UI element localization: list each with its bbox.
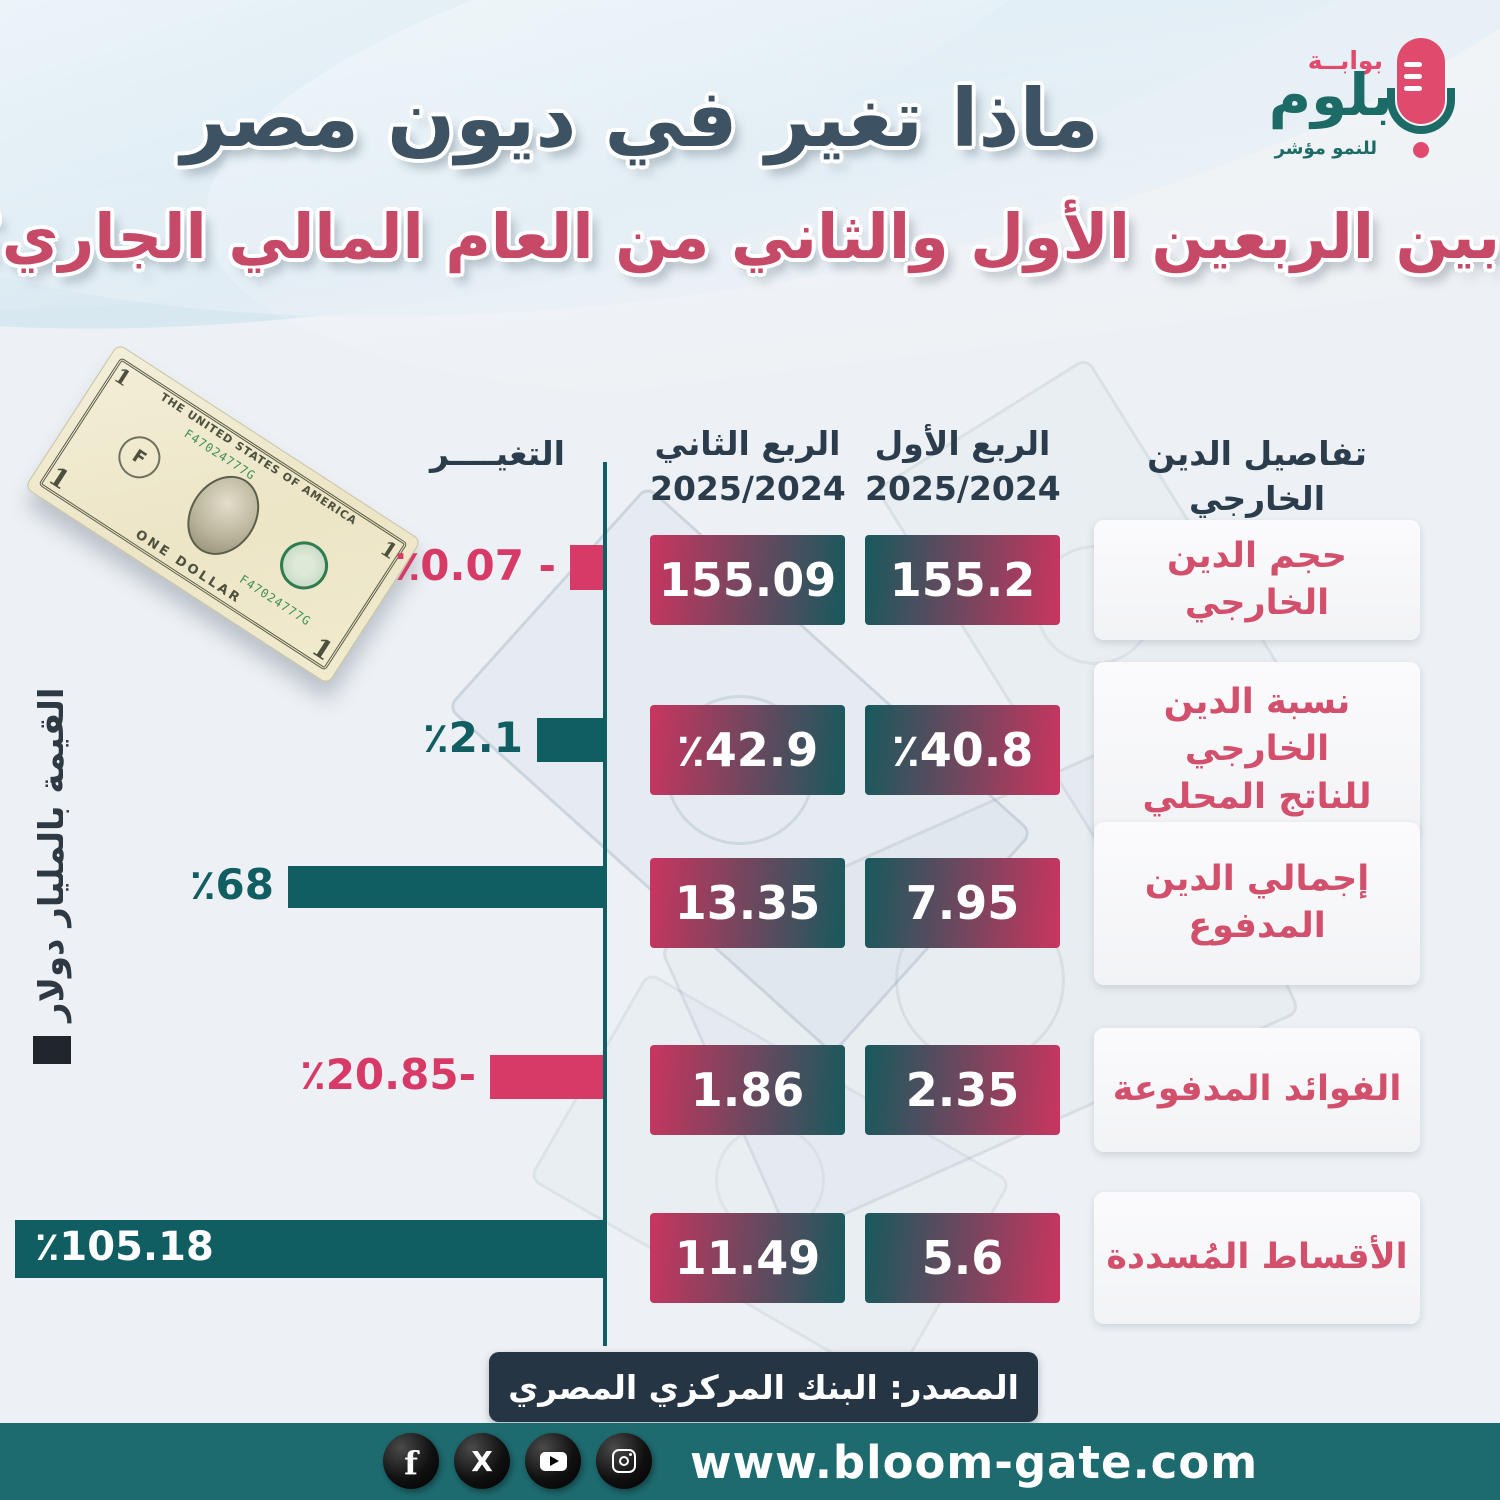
row-label: حجم الدين الخارجي xyxy=(1094,520,1420,640)
youtube-icon[interactable] xyxy=(525,1433,581,1489)
q1-header-name: الربع الأول xyxy=(874,424,1051,463)
q2-header-name: الربع الثاني xyxy=(654,424,841,463)
row-label: إجمالي الدين المدفوع xyxy=(1094,821,1420,985)
change-bar xyxy=(15,1220,603,1278)
q2-value-box: 13.35 xyxy=(650,858,845,948)
column-header-q1: الربع الأول 2025/2024 xyxy=(865,422,1061,511)
row-label: الأقساط المُسددة xyxy=(1094,1192,1420,1324)
change-value-label: ٪2.1 xyxy=(422,713,523,762)
q1-value-box: 2.35 xyxy=(865,1045,1060,1135)
instagram-icon[interactable] xyxy=(596,1433,652,1489)
column-header-q2: الربع الثاني 2025/2024 xyxy=(650,422,846,511)
website-url[interactable]: www.bloom-gate.com xyxy=(690,1436,1259,1489)
change-value-label: ٪105.18 xyxy=(35,1224,214,1270)
row-label: الفوائد المدفوعة xyxy=(1094,1028,1420,1152)
page-title-line1: ماذا تغير في ديون مصر xyxy=(180,72,1100,165)
social-icons: f X xyxy=(383,1433,652,1489)
logo-gate-word: بوابــة xyxy=(1307,46,1383,75)
source-badge: المصدر: البنك المركزي المصري xyxy=(489,1352,1038,1422)
facebook-icon[interactable]: f xyxy=(383,1433,439,1489)
unit-note-bullet xyxy=(33,1036,71,1064)
logo-brand-word: بلوم xyxy=(1268,61,1393,129)
x-twitter-icon[interactable]: X xyxy=(454,1433,510,1489)
page-title-line2: بين الربعين الأول والثاني من العام المال… xyxy=(0,200,1500,273)
unit-note: القيمة بالمليار دولار xyxy=(20,624,84,1064)
logo-tagline: للنمو مؤشر xyxy=(1274,138,1377,159)
q1-value-box: 5.6 xyxy=(865,1213,1060,1303)
q2-value-box: 1.86 xyxy=(650,1045,845,1135)
q2-value-box: ٪42.9 xyxy=(650,705,845,795)
column-header-change: التغيــــر xyxy=(430,434,565,473)
footer-bar: f X www.bloom-gate.com xyxy=(0,1423,1500,1500)
q1-header-period: 2025/2024 xyxy=(865,468,1061,508)
q2-value-box: 155.09 xyxy=(650,535,845,625)
change-bar xyxy=(537,718,603,762)
q2-header-period: 2025/2024 xyxy=(650,468,846,508)
bloom-logo: بوابــة بلوم للنمو مؤشر xyxy=(1248,30,1463,190)
change-value-label: ٪0.07 - xyxy=(394,540,556,590)
q1-value-box: 7.95 xyxy=(865,858,1060,948)
q1-value-box: 155.2 xyxy=(865,535,1060,625)
change-bar xyxy=(570,545,603,590)
q2-value-box: 11.49 xyxy=(650,1213,845,1303)
microphone-stand-icon xyxy=(1387,88,1455,134)
row-label: نسبة الدين الخارجي للناتج المحلي xyxy=(1094,662,1420,838)
change-bar xyxy=(288,866,603,908)
microphone-base-dot xyxy=(1413,142,1429,158)
change-axis-line xyxy=(603,462,607,1346)
microphone-icon xyxy=(1397,38,1445,124)
q1-value-box: ٪40.8 xyxy=(865,705,1060,795)
change-value-label: ٪20.85- xyxy=(300,1050,476,1099)
change-bar xyxy=(490,1055,603,1099)
change-value-label: ٪68 xyxy=(189,860,274,909)
unit-note-text: القيمة بالمليار دولار xyxy=(32,687,72,1022)
column-header-details: تفاصيل الدين الخارجي xyxy=(1147,434,1367,518)
